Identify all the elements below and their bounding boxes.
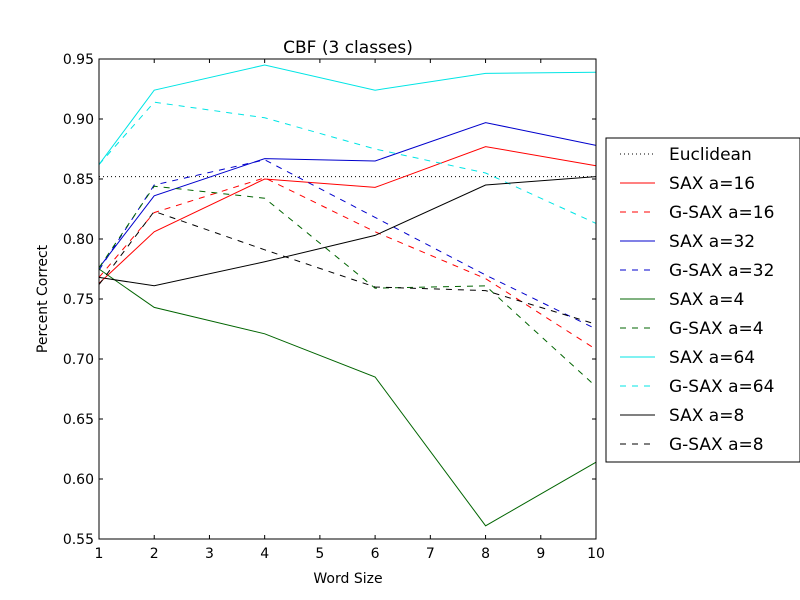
legend-label: Euclidean [669, 145, 752, 165]
x-tick-label: 5 [315, 546, 324, 562]
plot-area [99, 59, 596, 539]
y-tick-label: 0.55 [63, 532, 94, 548]
legend-label: SAX a=32 [669, 232, 755, 252]
legend-label: SAX a=8 [669, 406, 744, 426]
legend-label: SAX a=64 [669, 348, 755, 368]
legend-box [605, 137, 800, 463]
x-tick-label: 2 [150, 546, 159, 562]
x-tick-label: 10 [587, 546, 605, 562]
x-axis-label: Word Size [313, 571, 382, 587]
legend-label: G-SAX a=16 [669, 203, 774, 223]
x-tick-label: 1 [95, 546, 104, 562]
x-tick-label: 7 [426, 546, 435, 562]
x-tick-label: 9 [536, 546, 545, 562]
legend-label: G-SAX a=4 [669, 319, 764, 339]
legend-label: G-SAX a=32 [669, 261, 774, 281]
y-tick-label: 0.70 [63, 352, 94, 368]
y-tick-label: 0.75 [63, 292, 94, 308]
x-tick-label: 3 [205, 546, 214, 562]
y-tick-label: 0.60 [63, 472, 94, 488]
y-tick-label: 0.85 [63, 172, 94, 188]
legend-label: G-SAX a=8 [669, 435, 764, 455]
series-line-sax-a-16 [98, 146, 597, 284]
plot-frame [98, 58, 597, 540]
legend: Euclidean SAX a=16 G-SAX a=16 SAX a=32 G-SAX… [605, 137, 800, 463]
series-line-g-sax-a-8 [98, 210, 597, 325]
x-tick-label: 6 [371, 546, 380, 562]
legend-label: SAX a=4 [669, 290, 744, 310]
series-line-sax-a-32 [98, 122, 597, 269]
legend-label: G-SAX a=64 [669, 377, 774, 397]
series-line-g-sax-a-32 [98, 159, 597, 330]
series-line-g-sax-a-4 [98, 185, 597, 387]
x-tick-label: 8 [481, 546, 490, 562]
series-line-g-sax-a-64 [98, 101, 597, 224]
x-tick-label: 4 [260, 546, 269, 562]
y-tick-label: 0.65 [63, 412, 94, 428]
series-line-sax-a-64 [98, 64, 597, 165]
legend-label: SAX a=16 [669, 174, 755, 194]
chart-title: CBF (3 classes) [283, 38, 413, 58]
series-line-sax-a-8 [98, 176, 597, 287]
series-line-sax-a-4 [98, 268, 597, 527]
y-axis-label: Percent Correct [35, 244, 51, 353]
y-tick-label: 0.90 [63, 112, 94, 128]
y-tick-label: 0.95 [63, 52, 94, 68]
y-tick-label: 0.80 [63, 232, 94, 248]
